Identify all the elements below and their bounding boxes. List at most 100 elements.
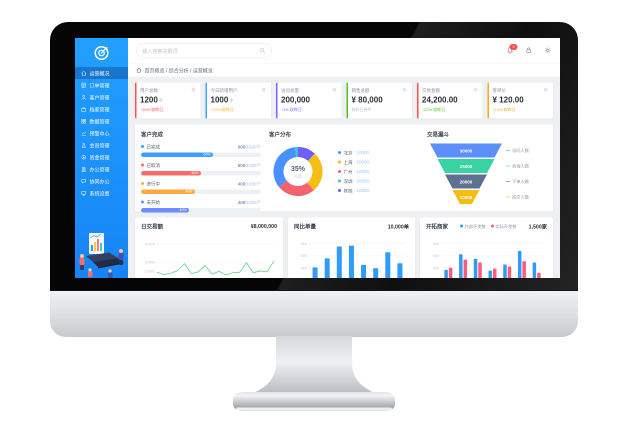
donut-legend-item: 上海 10000	[338, 157, 369, 167]
sidebar-item-data[interactable]: 数据管理	[75, 115, 128, 127]
merchant-bar-实际开发数	[493, 268, 497, 278]
daily-revenue-title: 日交易额	[141, 224, 163, 230]
sidebar-item-label: 协同办公	[89, 179, 110, 185]
sidebar-item-finance[interactable]: 资金管理	[75, 151, 128, 163]
office-icon	[81, 166, 86, 172]
search-input[interactable]: 输入搜索关键词	[136, 43, 272, 58]
dashboard: 运营概况订单管理客户管理 档案管理 数据管理预警中心会员管理 资金管理 办公管理协同办公…	[75, 38, 560, 278]
donut-legend-item: 深圳 10000	[338, 176, 369, 186]
order-bar	[324, 258, 330, 278]
sidebar-item-trend[interactable]: 预警中心	[75, 127, 128, 139]
bullseye-logo-icon	[94, 46, 109, 60]
svg-text:咨询人数: 咨询人数	[512, 163, 530, 170]
stand-base	[233, 392, 395, 411]
progress-row-head: 已完成 600/1000个	[141, 144, 261, 151]
progress-value: 500/1000个	[237, 163, 261, 168]
stat-card-value: ¥ 120.00	[492, 96, 524, 105]
funnel-layer-成交人数	[452, 190, 480, 204]
search-placeholder: 输入搜索关键词	[142, 48, 178, 55]
stat-card-value: 1000个	[210, 96, 234, 105]
stat-card-value: 1200个	[140, 96, 164, 105]
svg-text:300: 300	[301, 266, 307, 270]
sidebar-item-label: 订单管理	[89, 83, 110, 89]
stat-cards-row: 用户总数 ⚙ 1200个 ↑10% 较昨日 今日新增用户 ⚙ 1000个 ↑10% 较昨日 访问…	[135, 82, 553, 119]
donut-chart	[273, 146, 323, 197]
breadcrumb-path[interactable]: 首页概览 / 综合分析 / 运营概览	[144, 68, 213, 74]
legend-dot	[338, 170, 341, 173]
merchant-bar-实际开发数	[537, 272, 541, 278]
sidebar-item-monitor[interactable]: 系统设置	[75, 187, 128, 199]
order-bar	[336, 246, 342, 278]
stat-card-label: 交易金额	[422, 88, 441, 93]
stat-card-subtext: ↓22% 较昨日	[422, 107, 446, 113]
content-area: 用户总数 ⚙ 1200个 ↑10% 较昨日 今日新增用户 ⚙ 1000个 ↑10% 较昨日 访问…	[128, 77, 560, 278]
legend-dot	[141, 182, 144, 185]
order-bar	[348, 245, 354, 278]
stat-card-subtext: ↑1% 较昨日	[281, 107, 302, 113]
sidebar-item-member[interactable]: 会员管理	[75, 139, 128, 151]
card-gear-icon[interactable]: ⚙	[261, 87, 266, 94]
svg-text:600: 600	[433, 254, 439, 258]
donut-section: 客户分布 35% 占比	[269, 131, 419, 206]
gear-icon	[544, 47, 551, 54]
stat-card-3: 访问总量 ⚙ 200,000 ↑1% 较昨日	[276, 82, 342, 119]
legend-item: 外部开发数	[460, 224, 486, 230]
legend-dot	[338, 189, 341, 192]
progress-track: 45%	[141, 189, 261, 194]
card-gear-icon[interactable]: ⚙	[473, 87, 478, 94]
merchant-bar-外部开发数	[459, 254, 463, 278]
merchant-bar-外部开发数	[488, 270, 492, 278]
notification-bell-button[interactable]: 3	[506, 44, 518, 55]
card-gear-icon[interactable]: ⚙	[543, 87, 548, 94]
stat-card-subtext: ↑10% 较昨日	[210, 107, 234, 113]
legend-dot	[338, 179, 341, 183]
app-logo[interactable]	[75, 38, 128, 67]
breadcrumb: 首页概览 / 综合分析 / 运营概览	[128, 63, 560, 77]
sidebar-item-home[interactable]: 运营概况	[75, 67, 128, 79]
merchants-panel: 开拓商家 外部开发数 实际开发数 1,500家 900 600 300	[420, 217, 553, 278]
card-gear-icon[interactable]: ⚙	[402, 87, 407, 94]
sidebar-illustration	[75, 228, 128, 278]
data-icon	[81, 118, 86, 124]
svg-text:10000: 10000	[460, 195, 473, 200]
legend-dot	[141, 163, 144, 167]
grouped-bar-chart: 900 600 300	[433, 242, 544, 278]
sidebar-item-label: 预警中心	[89, 131, 110, 137]
sidebar-item-chat[interactable]: 协同办公	[75, 175, 128, 187]
lock-button[interactable]	[525, 47, 533, 55]
progress-row-head: 已取消 500/1000个	[141, 162, 261, 169]
svg-text:下单人数: 下单人数	[512, 178, 530, 185]
card-gear-icon[interactable]: ⚙	[191, 87, 196, 94]
legend-item: 实际开发数	[490, 224, 517, 230]
merchants-total: 1,500家	[528, 223, 547, 230]
bottom-panels-row: 日交易额 ¥8,000,000 40000 20000 10000 同比单量 10,…	[135, 217, 553, 278]
stat-card-2: 今日新增用户 ⚙ 1000个 ↑10% 较昨日	[205, 82, 271, 119]
stat-card-subtext: ↑10% 较昨日	[492, 107, 516, 113]
settings-button[interactable]	[544, 47, 552, 55]
donut-segment-上海	[307, 153, 323, 191]
stat-card-label: 用户总数	[140, 88, 159, 93]
sidebar-item-office[interactable]: 办公管理	[75, 163, 128, 175]
stat-card-value: 24,200.00	[422, 96, 458, 105]
search-icon	[260, 48, 266, 54]
monitor-stand	[233, 336, 395, 411]
line-chart: 40000 20000 10000	[145, 242, 275, 276]
legend-amount: 10000	[356, 159, 370, 165]
merchant-bar-外部开发数	[503, 264, 507, 278]
stand-neck	[254, 336, 374, 393]
sidebar-item-order[interactable]: 订单管理	[75, 79, 128, 91]
card-gear-icon[interactable]: ⚙	[332, 87, 337, 94]
sidebar-item-user[interactable]: 客户管理	[75, 91, 128, 103]
stat-card-label: 今日新增用户	[210, 88, 238, 93]
progress-row: 已完成 600/1000个 60%	[141, 144, 261, 157]
stat-card-4: 销售总额 ⚙ ¥ 80,000 较昨日持平	[346, 82, 412, 119]
progress-section: 客户完成 已完成 600/1000个 60% 已取消 500/1000个 50% 进行中 40…	[141, 131, 261, 213]
funnel-layer-下单人数	[445, 174, 487, 189]
legend-label: 深圳	[343, 178, 353, 184]
legend-dot	[460, 224, 464, 228]
donut-legend-item: 北京 10000	[338, 148, 369, 158]
sidebar-item-case[interactable]: 档案管理	[75, 103, 128, 115]
svg-text:900: 900	[433, 242, 439, 246]
svg-text:300: 300	[433, 266, 439, 270]
